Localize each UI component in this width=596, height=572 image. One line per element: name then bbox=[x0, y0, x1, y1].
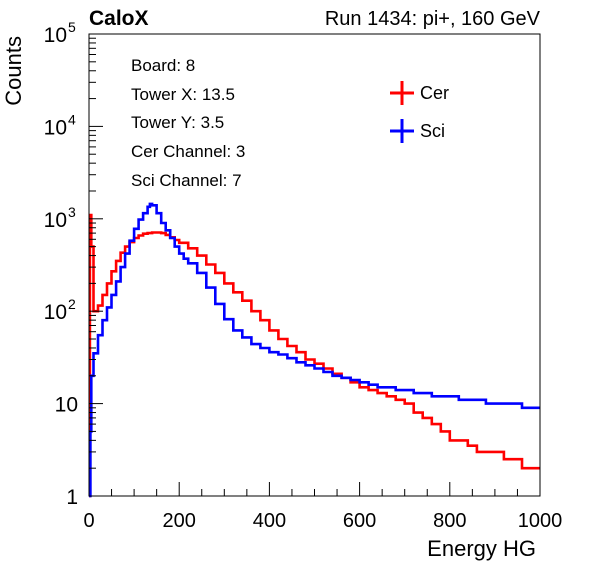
info-line: Board: 8 bbox=[131, 56, 195, 75]
info-line: Cer Channel: 3 bbox=[131, 142, 245, 161]
x-tick-label: 600 bbox=[343, 510, 376, 532]
info-line: Sci Channel: 7 bbox=[131, 171, 242, 190]
legend: Cer Sci bbox=[390, 81, 449, 143]
info-line: Tower X: 13.5 bbox=[131, 85, 235, 104]
series-line-sci bbox=[89, 202, 540, 498]
y-tick-label: 10 bbox=[44, 24, 67, 47]
y-tick-exponent: 3 bbox=[68, 204, 76, 220]
series-line-cer bbox=[88, 213, 540, 498]
y-tick-exponent: 5 bbox=[68, 19, 76, 35]
x-tick-label: 400 bbox=[253, 510, 286, 532]
y-tick-exponent: 2 bbox=[68, 296, 76, 312]
legend-entry-cer: Cer bbox=[390, 81, 449, 105]
x-axis-label: Energy HG bbox=[427, 536, 536, 561]
y-tick-label: 1 bbox=[66, 486, 78, 509]
chart-title-left: CaloX bbox=[89, 7, 149, 30]
legend-entry-sci: Sci bbox=[390, 119, 445, 143]
x-tick-label: 800 bbox=[433, 510, 466, 532]
x-tick-label: 200 bbox=[163, 510, 196, 532]
y-tick-exponent: 4 bbox=[68, 111, 76, 127]
y-tick-label: 10 bbox=[44, 116, 67, 139]
x-axis: 0 200 400 600 800 1000 bbox=[83, 482, 562, 532]
y-tick-label: 10 bbox=[55, 394, 78, 417]
y-axis-label: Counts bbox=[1, 36, 26, 106]
x-tick-label: 0 bbox=[83, 510, 94, 532]
info-box: Board: 8 Tower X: 13.5 Tower Y: 3.5 Cer … bbox=[131, 56, 245, 190]
y-tick-label: 10 bbox=[44, 301, 67, 324]
legend-label-cer: Cer bbox=[420, 83, 449, 103]
chart-title-right: Run 1434: pi+, 160 GeV bbox=[325, 8, 541, 30]
info-line: Tower Y: 3.5 bbox=[131, 113, 224, 132]
y-tick-label: 10 bbox=[44, 209, 67, 232]
legend-label-sci: Sci bbox=[420, 121, 445, 141]
series-layer bbox=[88, 202, 540, 498]
x-tick-label: 1000 bbox=[518, 510, 563, 532]
